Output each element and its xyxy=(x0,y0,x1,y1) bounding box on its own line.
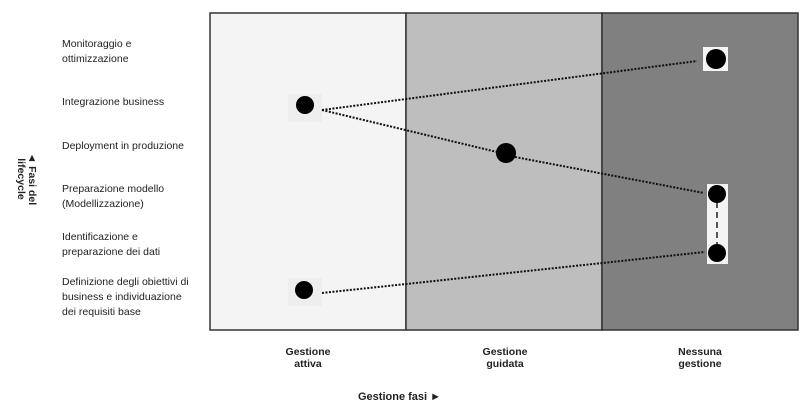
connector-line xyxy=(321,251,706,294)
data-point xyxy=(496,143,516,163)
y-axis-label-line: ◄ Fasi del xyxy=(26,152,38,206)
column-label: Nessuna gestione xyxy=(678,346,722,370)
row-label: Monitoraggio e ottimizzazione xyxy=(62,38,132,65)
connector-line xyxy=(321,109,498,153)
data-point xyxy=(295,281,313,299)
connector-line xyxy=(514,156,705,194)
y-axis-label-line: lifecycle xyxy=(15,158,27,200)
column-label: Gestione attiva xyxy=(285,346,331,370)
x-axis-label: Gestione fasi ► xyxy=(358,391,442,403)
row-label: Definizione degli obiettivi di business e… xyxy=(62,276,189,318)
column-nessuna-gestione xyxy=(601,12,799,331)
row-label: Preparazione modello (Modellizzazione) xyxy=(62,183,165,210)
data-point xyxy=(706,49,726,69)
data-point xyxy=(708,185,726,203)
data-point xyxy=(296,96,314,114)
column-label: Gestione guidata xyxy=(482,346,528,370)
column-gestione-guidata xyxy=(405,12,603,331)
row-label: Integrazione business xyxy=(62,96,165,108)
row-label: Deployment in produzione xyxy=(62,140,184,152)
data-point xyxy=(708,244,726,262)
connector-line xyxy=(321,60,698,111)
column-gestione-attiva xyxy=(209,12,407,331)
row-label: Identificazione e preparazione dei dati xyxy=(62,231,161,258)
y-axis-label: ◄ Fasi del lifecycle xyxy=(15,141,38,217)
